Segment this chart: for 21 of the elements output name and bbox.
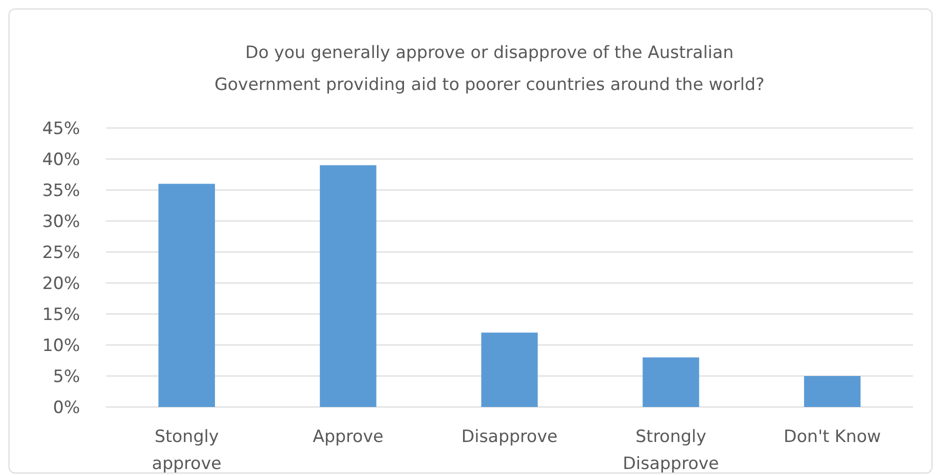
bar — [481, 332, 538, 407]
y-tick-label: 0% — [53, 398, 80, 418]
bar — [158, 184, 215, 407]
x-tick-label: Approve — [312, 427, 384, 447]
bar — [804, 376, 861, 407]
x-tick-label: Don't Know — [784, 427, 882, 447]
y-tick-label: 15% — [42, 304, 80, 325]
y-tick-label: 20% — [42, 274, 80, 294]
y-tick-label: 25% — [42, 242, 80, 263]
bar — [642, 357, 700, 407]
y-tick-label: 40% — [42, 150, 80, 170]
y-tick-label: 30% — [42, 212, 80, 232]
chart-title: Do you generally approve or disapprove of the Australian Government providing aid to poorer countries around the world? — [214, 43, 765, 95]
x-tick-label: Stongly approve — [152, 427, 222, 474]
y-tick-label: 35% — [42, 180, 80, 201]
x-tick-label: Strongly Disapprove — [622, 427, 720, 474]
x-tick-label: Disapprove — [461, 427, 558, 447]
y-tick-label: 10% — [42, 336, 80, 356]
y-tick-label: 45% — [42, 118, 80, 139]
bar — [320, 165, 376, 407]
y-tick-label: 5% — [53, 366, 80, 387]
